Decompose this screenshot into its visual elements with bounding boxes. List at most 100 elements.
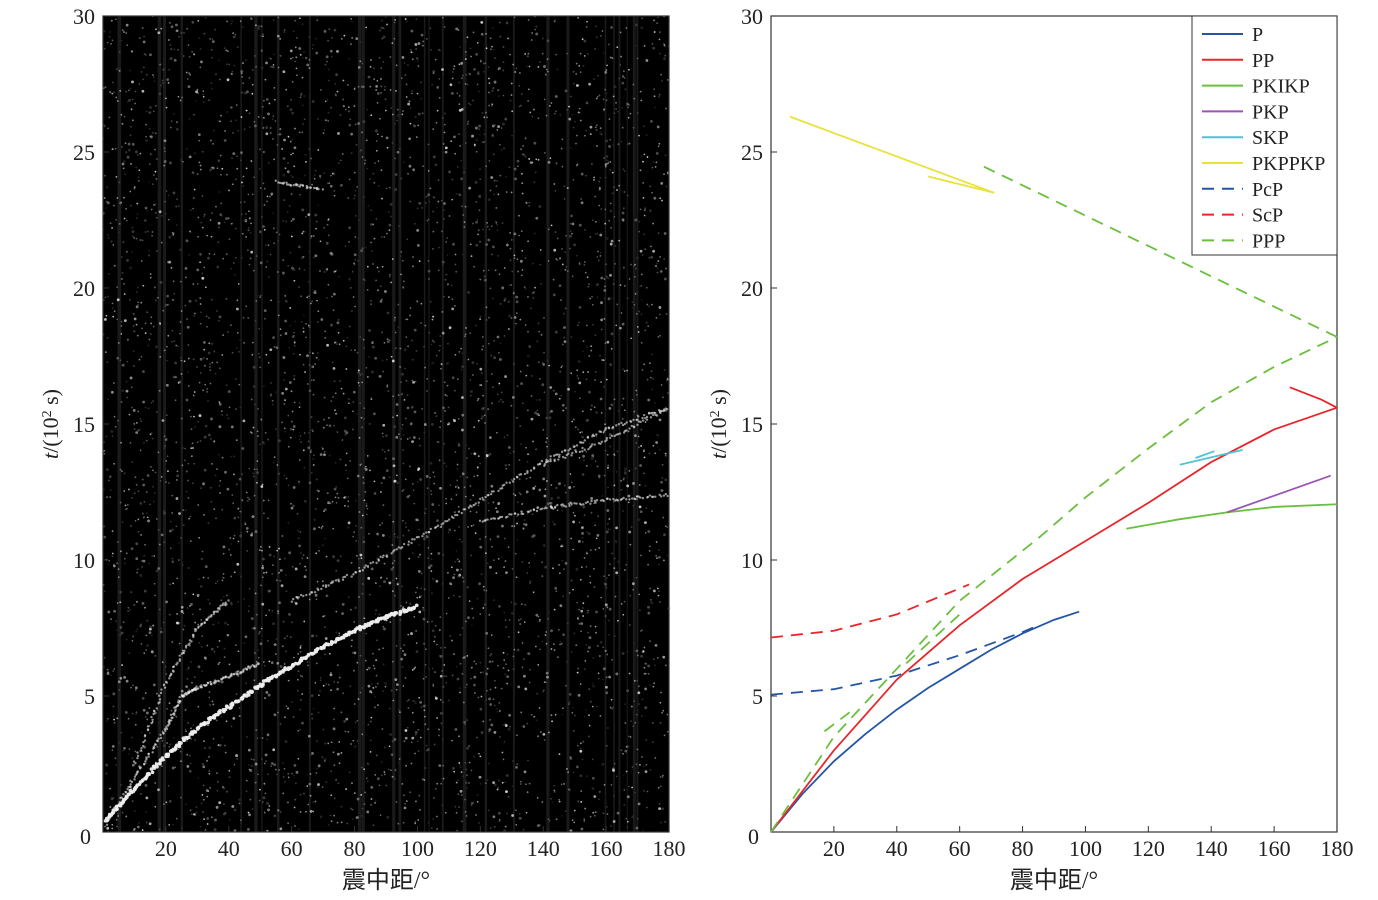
noise-dot (418, 696, 421, 699)
noise-dot (500, 127, 503, 129)
noise-dot (389, 56, 392, 58)
noise-dot (579, 774, 583, 778)
noise-dot (304, 230, 306, 233)
noise-dot (461, 365, 464, 368)
noise-dot (521, 561, 524, 563)
noise-dot (370, 241, 373, 244)
noise-dot (403, 62, 406, 64)
noise-dot (335, 94, 337, 97)
noise-dot (595, 537, 598, 540)
noise-dot (565, 266, 568, 268)
noise-dot (117, 419, 120, 422)
noise-dot (618, 77, 621, 80)
noise-dot (663, 533, 666, 537)
noise-dot (312, 464, 315, 466)
noise-dot (643, 125, 646, 128)
noise-dot (429, 27, 432, 30)
noise-dot (609, 363, 613, 367)
noise-dot (485, 454, 489, 457)
noise-dot (325, 241, 329, 245)
noise-dot (307, 280, 310, 283)
noise-dot (252, 426, 255, 429)
noise-dot (522, 658, 525, 661)
noise-dot (261, 602, 265, 606)
noise-dot (404, 74, 407, 76)
noise-dot (564, 491, 567, 494)
noise-dot (491, 134, 495, 137)
noise-dot (354, 123, 357, 126)
noise-dot (105, 468, 109, 472)
noise-dot (253, 679, 256, 682)
noise-dot (435, 415, 438, 418)
noise-dot (461, 540, 463, 543)
noise-dot (618, 326, 622, 330)
noise-dot (262, 661, 265, 663)
noise-dot (508, 713, 512, 717)
noise-dot (173, 48, 176, 51)
noise-dot (303, 51, 305, 54)
noise-dot (402, 462, 405, 465)
noise-dot (525, 446, 527, 449)
noise-dot (515, 576, 518, 579)
noise-dot (145, 135, 147, 138)
noise-dot (526, 652, 529, 655)
noise-dot (640, 428, 643, 431)
noise-dot (182, 612, 185, 615)
noise-dot (143, 401, 145, 403)
noise-dot (487, 408, 490, 411)
noise-dot (585, 644, 588, 646)
noise-dot (285, 88, 288, 91)
noise-dot (595, 610, 598, 614)
noise-dot (356, 474, 360, 478)
noise-dot (422, 537, 426, 541)
noise-dot (359, 654, 362, 657)
noise-dot (464, 495, 467, 498)
noise-dot (266, 639, 269, 642)
noise-dot (402, 685, 405, 687)
noise-dot (644, 207, 647, 210)
noise-dot (201, 557, 204, 560)
noise-dot (372, 223, 375, 226)
noise-dot (577, 617, 579, 620)
noise-dot (278, 547, 280, 550)
noise-dot (253, 124, 257, 128)
noise-dot (313, 291, 317, 295)
noise-dot (416, 228, 420, 232)
noise-dot (455, 493, 458, 496)
noise-dot (159, 630, 163, 634)
noise-dot (110, 19, 113, 22)
noise-dot (391, 359, 395, 363)
noise-dot (203, 32, 206, 35)
noise-dot (572, 418, 575, 421)
noise-dot (289, 307, 292, 309)
noise-dot (347, 730, 350, 733)
noise-dot (281, 421, 283, 424)
noise-dot (155, 104, 157, 107)
noise-dot (211, 166, 215, 170)
noise-dot (292, 716, 295, 718)
noise-dot (339, 458, 342, 461)
noise-dot (559, 640, 562, 643)
noise-dot (476, 362, 479, 365)
noise-dot (236, 757, 239, 760)
noise-dot (451, 639, 453, 642)
noise-dot (582, 371, 585, 374)
noise-dot (116, 602, 119, 604)
noise-dot (203, 348, 206, 351)
noise-dot (601, 494, 604, 497)
noise-dot (215, 310, 218, 312)
noise-dot (481, 496, 484, 499)
noise-dot (265, 126, 269, 129)
noise-dot (414, 733, 417, 736)
noise-dot (602, 109, 605, 112)
noise-dot (599, 34, 602, 37)
noise-dot (298, 47, 302, 50)
noise-dot (161, 79, 164, 82)
noise-dot (133, 317, 137, 321)
noise-dot (357, 237, 360, 240)
noise-dot (375, 279, 377, 282)
noise-dot (121, 271, 124, 274)
noise-dot (659, 197, 662, 200)
noise-dot (261, 483, 264, 486)
noise-dot (504, 781, 507, 784)
